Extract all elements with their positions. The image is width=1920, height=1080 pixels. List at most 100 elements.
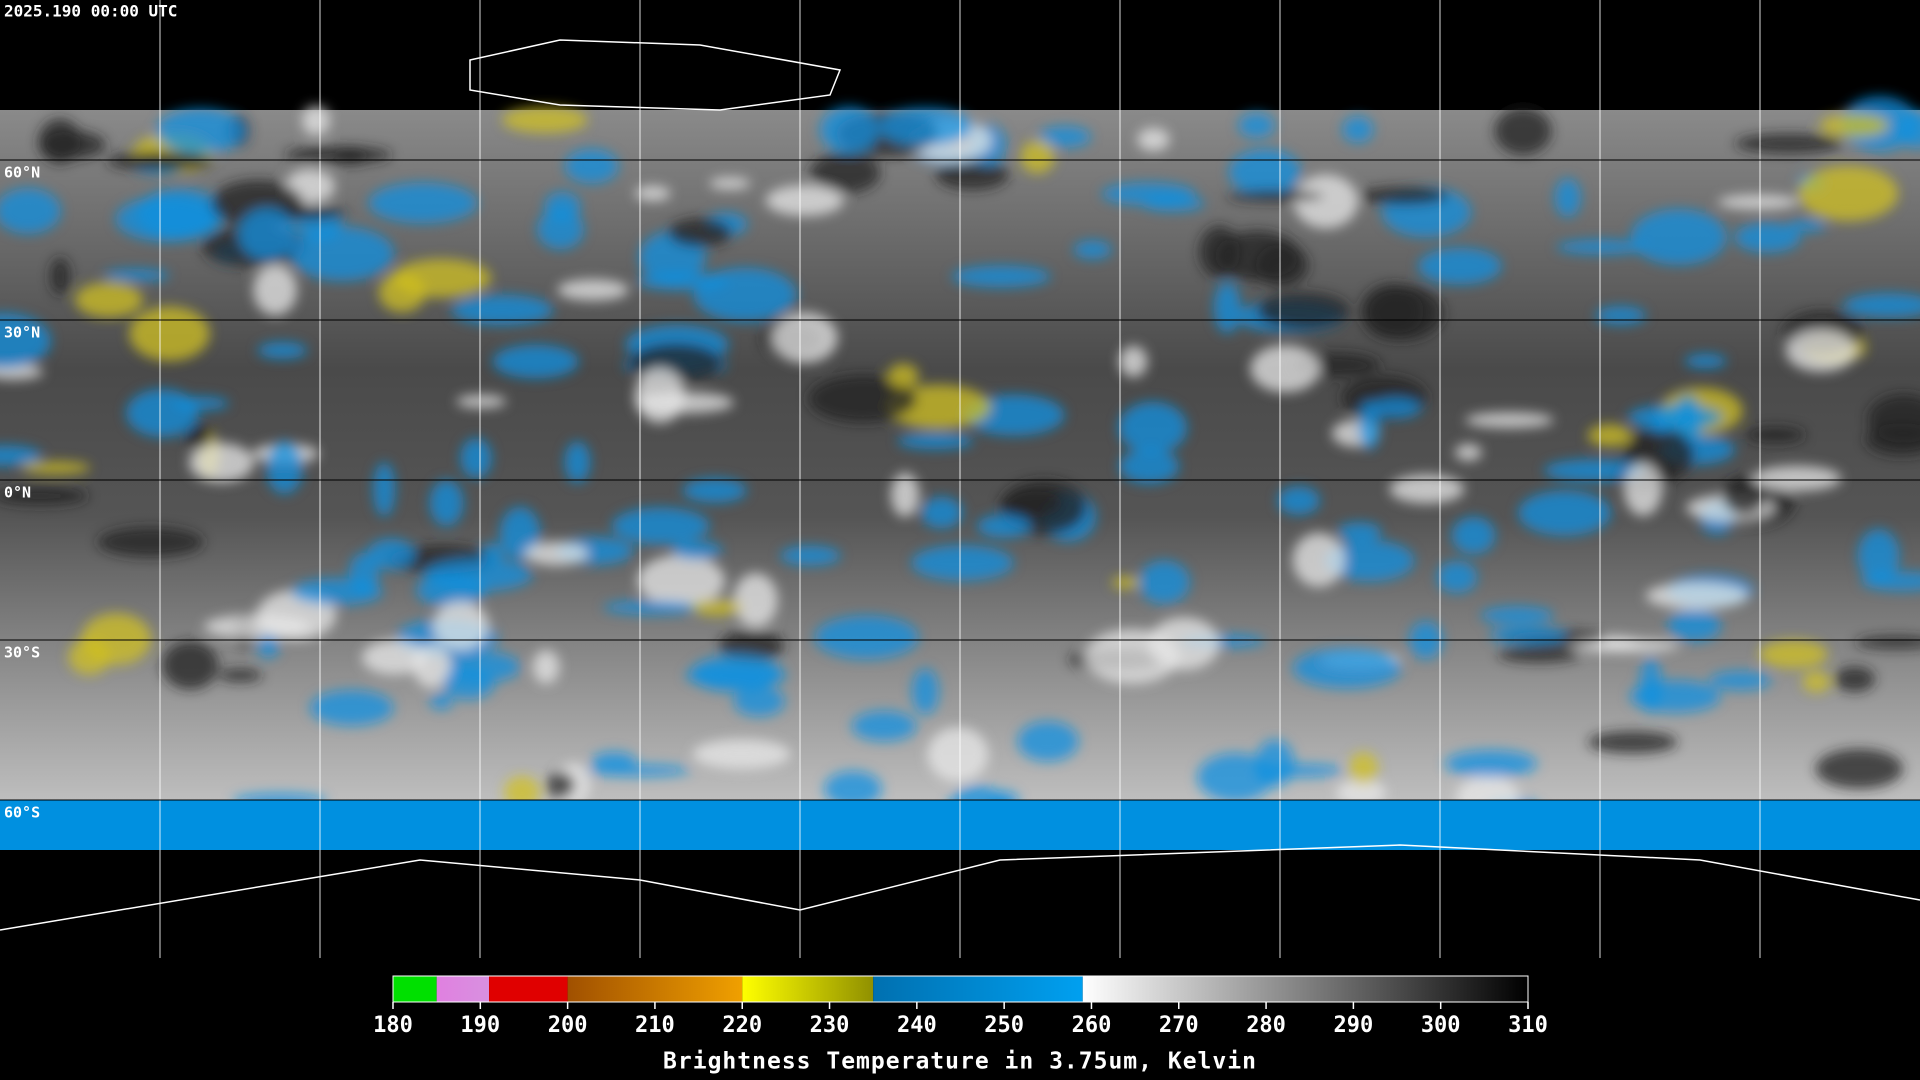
timestamp: 2025.190 00:00 UTC <box>4 2 177 21</box>
cloud <box>1497 646 1581 663</box>
cloud <box>1709 671 1772 690</box>
cloud <box>1444 749 1538 778</box>
cloud <box>586 764 691 777</box>
colorbar-segment <box>567 976 743 1002</box>
cloud <box>126 389 199 437</box>
cloud <box>442 668 495 700</box>
cloud <box>603 600 704 615</box>
cloud <box>1518 490 1612 536</box>
cloud <box>718 629 785 662</box>
cloud <box>912 668 939 715</box>
cloud <box>890 472 920 518</box>
cloud <box>1595 306 1646 325</box>
colorbar-tick-label: 250 <box>984 1013 1024 1038</box>
cloud <box>1819 113 1889 137</box>
cloud <box>685 665 787 687</box>
cloud <box>1854 635 1920 649</box>
cloud <box>1745 427 1805 443</box>
cloud <box>1857 528 1900 583</box>
cloud <box>1101 182 1196 206</box>
cloud <box>1256 292 1350 330</box>
cloud <box>524 541 589 566</box>
cloud <box>1198 225 1241 278</box>
colorbar-segment <box>742 976 874 1002</box>
cloud <box>1785 329 1857 373</box>
cloud <box>423 558 533 592</box>
cloud <box>433 601 489 651</box>
cloud <box>50 257 71 295</box>
cloud <box>257 634 280 658</box>
cloud <box>1734 222 1801 253</box>
colorbar-tick-label: 270 <box>1159 1013 1199 1038</box>
cloud <box>1797 165 1899 221</box>
cloud <box>935 159 1009 191</box>
cloud <box>97 527 204 557</box>
cloud <box>851 710 917 742</box>
cloud <box>1357 186 1448 205</box>
colorbar-tick-label: 230 <box>810 1013 850 1038</box>
cloud <box>68 638 111 675</box>
cloud <box>253 264 297 316</box>
colorbar-tick-label: 240 <box>897 1013 937 1038</box>
cloud <box>733 573 778 628</box>
cloud <box>1073 240 1112 259</box>
cloud <box>1138 560 1190 604</box>
cloud <box>1371 397 1422 419</box>
cloud <box>1228 149 1301 196</box>
cloud <box>335 148 367 165</box>
cloud <box>20 461 91 475</box>
cloud <box>1627 404 1723 431</box>
cloud <box>0 445 42 466</box>
cloud <box>1867 394 1920 444</box>
cloud <box>1489 626 1567 644</box>
cloud <box>1451 516 1496 554</box>
colorbar-segment <box>436 976 490 1002</box>
cloud <box>977 514 1031 538</box>
cloud <box>1348 751 1379 785</box>
colorbar-tick-label: 310 <box>1508 1013 1548 1038</box>
cloud <box>1118 401 1188 454</box>
coastline <box>469 39 842 111</box>
cloud <box>1751 465 1842 492</box>
cloud <box>1137 127 1170 152</box>
cloud-layer <box>0 96 1920 838</box>
cloud <box>451 294 554 326</box>
cloud <box>361 640 427 675</box>
cloud <box>1645 582 1749 610</box>
cloud <box>1623 462 1663 517</box>
cloud <box>1735 133 1843 154</box>
colorbar-segment <box>489 976 568 1002</box>
cloud <box>1436 561 1478 593</box>
cloud <box>611 507 710 545</box>
cloud <box>1277 486 1320 515</box>
cloud <box>348 552 379 596</box>
cloud <box>1543 459 1645 482</box>
cloud <box>460 438 492 479</box>
cloud <box>765 185 844 216</box>
latitude-label: 30°S <box>4 644 40 662</box>
cloud <box>1337 522 1382 543</box>
cloud <box>819 106 879 154</box>
cloud <box>780 545 841 566</box>
cloud <box>1464 412 1554 429</box>
cloud <box>1250 344 1321 393</box>
cloud <box>1360 283 1424 340</box>
colorbar-segment <box>393 976 437 1002</box>
cloud <box>75 282 143 318</box>
cloud <box>1227 190 1324 203</box>
cloud <box>1213 282 1241 333</box>
cloud <box>1639 656 1662 713</box>
cloud <box>1651 412 1673 434</box>
cloud <box>1480 606 1554 625</box>
cloud <box>1630 209 1727 265</box>
cloud <box>302 105 330 136</box>
latitude-label: 0°N <box>4 484 31 502</box>
cloud <box>1759 640 1828 669</box>
cloud <box>920 496 963 529</box>
cloud <box>266 440 303 494</box>
cloud <box>692 739 791 770</box>
colorbar-tick-label: 190 <box>460 1013 500 1038</box>
cloud <box>1293 647 1402 689</box>
cloud <box>38 130 106 159</box>
